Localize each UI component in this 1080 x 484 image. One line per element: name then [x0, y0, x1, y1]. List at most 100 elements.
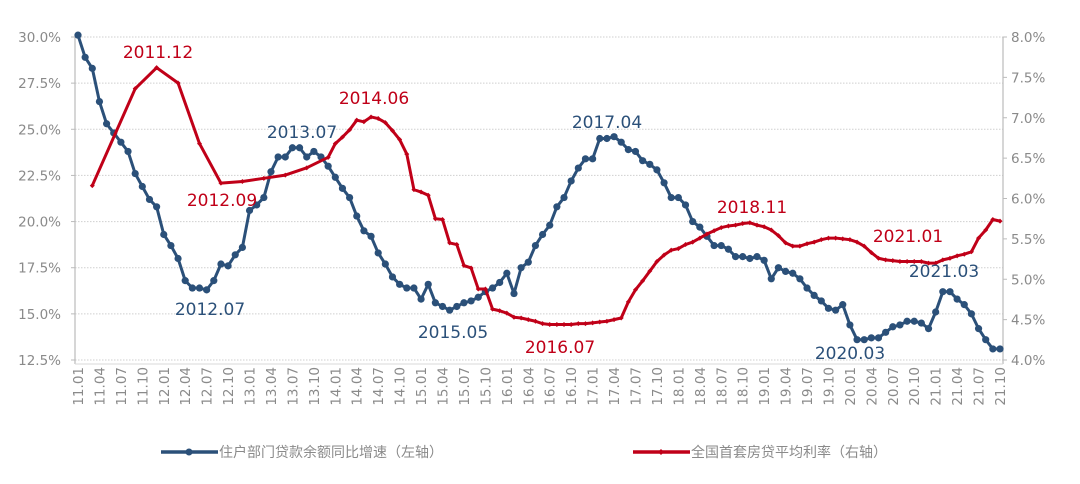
mortgage-rate-point [468, 265, 474, 271]
mortgage-rate-point [725, 223, 731, 229]
x-tick-label: 20.04 [864, 367, 880, 406]
x-tick-label: 11.04 [92, 367, 108, 406]
household-loan-growth-point [924, 325, 933, 333]
mortgage-rate-point [797, 243, 803, 249]
mortgage-rate-point [218, 180, 224, 186]
annotation-label: 2021.01 [873, 227, 943, 247]
mortgage-rate-point [604, 318, 610, 324]
x-tick-labels: 11.01 11.04 11.07 11.10 12.01 12.04 12.07 12.10… [71, 367, 1009, 406]
household-loan-growth-point [939, 288, 947, 296]
household-loan-growth-point [74, 31, 82, 39]
mortgage-rate-point [132, 86, 138, 92]
household-loan-growth-point [396, 280, 404, 288]
household-loan-growth-point [767, 275, 775, 283]
household-loan-growth-point [932, 308, 940, 316]
household-loan-growth-point [846, 321, 854, 329]
household-loan-growth-point [710, 241, 718, 250]
mortgage-rate-point [926, 260, 932, 266]
mortgage-rate-point [933, 260, 939, 266]
x-tick-label: 11.07 [114, 367, 130, 406]
mortgage-rate-point [304, 165, 310, 171]
x-tick-label: 19.10 [821, 367, 837, 406]
household-loan-growth-point [874, 334, 883, 342]
household-loan-growth-point [982, 336, 990, 344]
annotation-label: 2020.03 [815, 344, 885, 364]
household-loan-growth-point [967, 310, 976, 318]
household-loan-growth-point [596, 134, 604, 143]
mortgage-rate-point [454, 242, 460, 248]
household-loan-growth-point [674, 193, 682, 202]
legend-marker-diamond-icon [658, 449, 664, 455]
mortgage-rate-point [261, 175, 267, 181]
household-loan-growth-point [238, 243, 246, 252]
mortgage-rate-point [647, 268, 653, 274]
household-loan-growth-point [410, 284, 418, 292]
mortgage-rate-point [740, 221, 746, 227]
household-loan-growth-point [603, 134, 611, 143]
household-loan-growth-point [803, 284, 811, 292]
mortgage-rate-point [704, 231, 710, 237]
x-tick-label: 15.07 [457, 367, 473, 406]
mortgage-rate-point [640, 278, 646, 284]
x-tick-label: 12.04 [178, 367, 194, 406]
household-loan-growth-point [367, 232, 375, 240]
mortgage-rate-point [411, 187, 417, 193]
series-household-loan-growth [74, 31, 1004, 353]
household-loan-growth-point [124, 147, 132, 156]
left-y-tick-label: 12.5% [18, 353, 61, 369]
household-loan-growth-point [403, 284, 411, 292]
mortgage-rate-point [811, 239, 817, 245]
mortgage-rate-point [504, 310, 510, 316]
household-loan-growth-point [524, 258, 532, 266]
annotation-label: 2015.05 [418, 323, 488, 343]
mortgage-rate-point [804, 241, 810, 247]
mortgage-rate-point [968, 249, 974, 255]
x-tick-label: 14.01 [328, 367, 344, 406]
x-tick-label: 14.04 [350, 367, 366, 406]
mortgage-rate-point [976, 235, 982, 241]
right-y-tick-labels: 4.0% 4.5% 5.0% 5.5% 6.0% 6.5% 7.0% 7.5% 8.0% [1011, 30, 1045, 369]
mortgage-rate-point [632, 287, 638, 293]
right-y-tick-label: 5.5% [1011, 232, 1045, 248]
mortgage-rate-point [239, 179, 245, 185]
mortgage-rate-point [833, 235, 839, 241]
household-loan-growth-point [295, 144, 304, 152]
household-loan-growth-point [867, 334, 875, 342]
household-loan-growth-point [381, 260, 389, 268]
x-tick-label: 20.10 [907, 367, 923, 406]
x-tick-label: 16.10 [564, 367, 580, 406]
mortgage-rate-point [861, 243, 867, 249]
mortgage-rate-point [854, 239, 860, 245]
right-y-tick-label: 6.0% [1011, 192, 1045, 208]
household-loan-growth-point [153, 203, 161, 211]
household-loan-growth-point [639, 157, 647, 165]
household-loan-growth-point [453, 302, 461, 311]
x-tick-label: 13.07 [285, 367, 301, 406]
household-loan-growth-point [653, 166, 661, 174]
x-tick-label: 17.10 [650, 367, 666, 406]
mortgage-rate-point [175, 80, 181, 86]
household-loan-growth-point [696, 223, 704, 231]
household-loan-growth-point [889, 323, 897, 331]
mortgage-rate-point [511, 314, 517, 320]
mortgage-rate-point [690, 239, 696, 245]
mortgage-rate-point [768, 227, 774, 233]
left-y-tick-labels: 12.5% 15.0% 17.5% 20.0% 22.5% 25.0% 27.5% 30.0% [18, 30, 61, 369]
x-tick-label: 18.04 [693, 367, 709, 406]
mortgage-rate-point [282, 172, 288, 178]
mortgage-rate-point [497, 308, 503, 314]
mortgage-rate-point [597, 319, 603, 325]
mortgage-rate-point [440, 216, 446, 222]
x-tick-label: 19.07 [800, 367, 816, 406]
right-y-tick-label: 8.0% [1011, 30, 1045, 46]
series-mortgage-rate [89, 65, 1003, 327]
household-loan-growth-point [789, 269, 797, 277]
legend-item-household-loan-growth: 住户部门贷款余额同比增速（左轴） [161, 444, 443, 461]
annotation-label: 2013.07 [267, 123, 337, 143]
x-tick-label: 15.01 [414, 367, 430, 406]
annotation-label: 2021.03 [909, 262, 979, 282]
x-tick-label: 21.01 [929, 367, 945, 406]
mortgage-rate-point [89, 183, 95, 189]
household-loan-growth-point [102, 120, 111, 128]
mortgage-rate-point [783, 240, 789, 246]
